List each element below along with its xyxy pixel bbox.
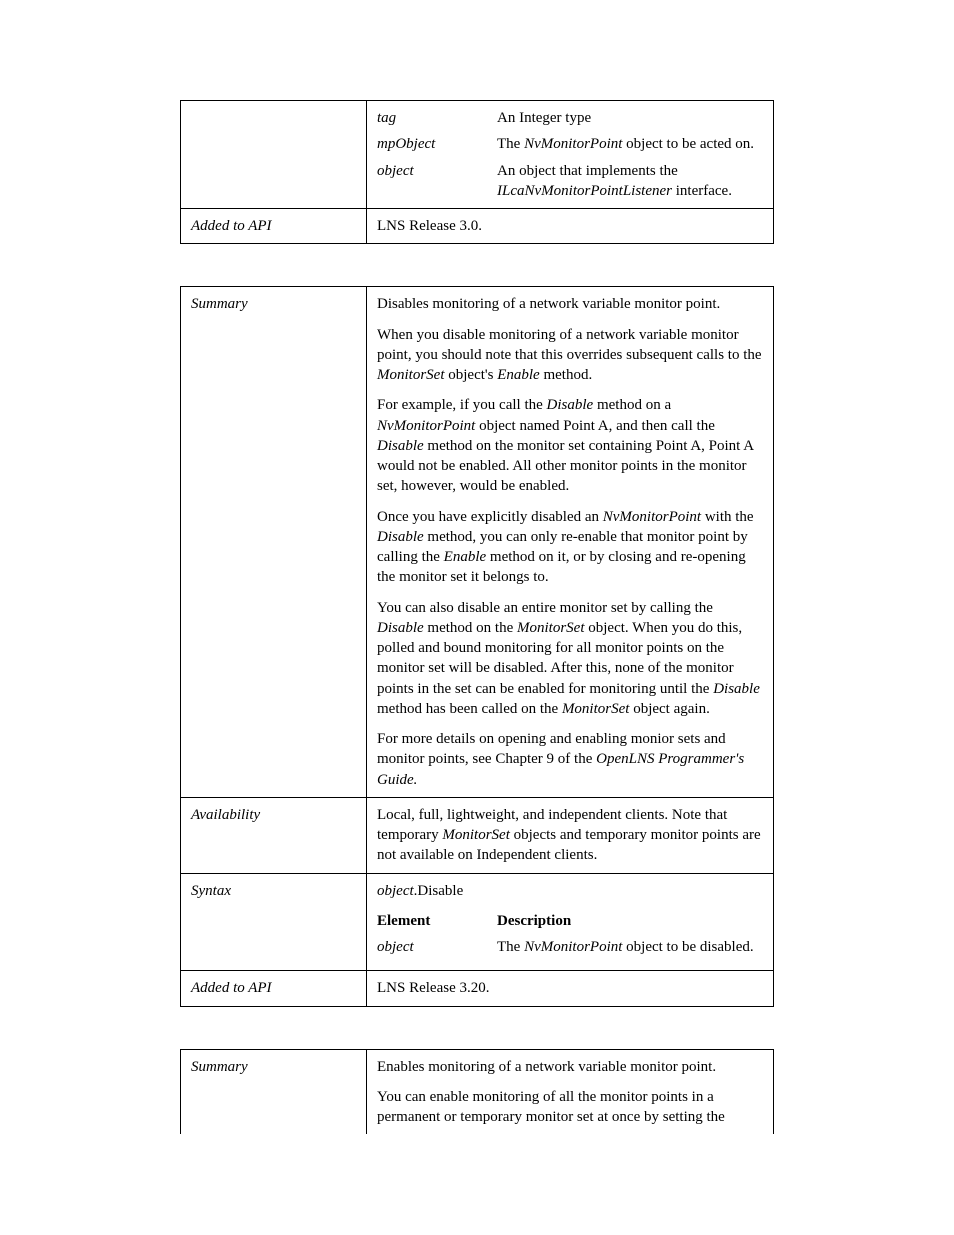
text-frag: object again. [629,701,709,717]
table2-added-value: LNS Release 3.20. [367,971,774,1006]
table1-row-added: Added to API LNS Release 3.0. [181,209,774,244]
table1-added-value: LNS Release 3.0. [367,209,774,244]
summary-p1: Disables monitoring of a network variabl… [377,294,763,314]
text-frag: Disable [377,529,424,545]
table3-summary-content: Enables monitoring of a network variable… [367,1049,774,1134]
param-mpobject-name: mpObject [377,134,497,154]
text-frag: Enable [444,549,487,565]
text-frag: method. [540,367,593,383]
text-frag: interface. [672,183,732,199]
text-frag: NvMonitorPoint [377,418,475,434]
text-frag: method on the [424,620,517,636]
api-table-3: Summary Enables monitoring of a network … [180,1049,774,1135]
text-frag: object's [445,367,498,383]
table2-row-syntax: Syntax object.Disable Element Descriptio… [181,873,774,971]
text-frag: When you disable monitoring of a network… [377,327,762,363]
table2-summary-content: Disables monitoring of a network variabl… [367,287,774,798]
text-frag: Disable [417,883,463,899]
param-object-desc: An object that implements the ILcaNvMoni… [497,161,763,202]
text-frag: NvMonitorPoint [524,939,622,955]
param-mpobject: mpObject The NvMonitorPoint object to be… [377,134,763,154]
table2-availability-content: Local, full, lightweight, and independen… [367,797,774,873]
api-table-1: tag An Integer type mpObject The NvMonit… [180,100,774,244]
table3-p2: You can enable monitoring of all the mon… [377,1087,763,1128]
text-frag: MonitorSet [377,367,445,383]
table3-summary-label: Summary [181,1049,367,1134]
syntax-param-object: object The NvMonitorPoint object to be d… [377,937,763,957]
table2-added-label: Added to API [181,971,367,1006]
table3-row-summary: Summary Enables monitoring of a network … [181,1049,774,1134]
text-frag: NvMonitorPoint [524,136,622,152]
text-frag: Disable [713,681,760,697]
table2-row-availability: Availability Local, full, lightweight, a… [181,797,774,873]
summary-p3: For example, if you call the Disable met… [377,395,763,496]
table2-row-added: Added to API LNS Release 3.20. [181,971,774,1006]
text-frag: The [497,136,524,152]
table1-row-params: tag An Integer type mpObject The NvMonit… [181,101,774,209]
text-frag: object named Point A, and then call the [475,418,715,434]
param-tag-desc: An Integer type [497,108,763,128]
syntax-param-name: object [377,937,497,957]
syntax-signature: object.Disable [377,881,763,901]
table3-p1: Enables monitoring of a network variable… [377,1057,763,1077]
param-object: object An object that implements the ILc… [377,161,763,202]
text-frag: with the [701,509,754,525]
table2-summary-label: Summary [181,287,367,798]
table1-row1-content: tag An Integer type mpObject The NvMonit… [367,101,774,209]
param-object-name: object [377,161,497,202]
text-frag: MonitorSet [562,701,630,717]
api-table-2: Summary Disables monitoring of a network… [180,286,774,1006]
table2-row-summary: Summary Disables monitoring of a network… [181,287,774,798]
text-frag: Disable [547,397,594,413]
table1-added-label: Added to API [181,209,367,244]
text-frag: object to be disabled. [622,939,753,955]
syntax-param-desc: The NvMonitorPoint object to be disabled… [497,937,763,957]
text-frag: object [377,883,414,899]
summary-p6: For more details on opening and enabling… [377,729,763,790]
text-frag: Disable [377,620,424,636]
text-frag: Enable [497,367,540,383]
text-frag: For example, if you call the [377,397,547,413]
text-frag: Disable [377,438,424,454]
text-frag: ILcaNvMonitorPointListener [497,183,672,199]
text-frag: The [497,939,524,955]
table2-syntax-content: object.Disable Element Description objec… [367,873,774,971]
summary-p4: Once you have explicitly disabled an NvM… [377,507,763,588]
summary-p5: You can also disable an entire monitor s… [377,598,763,720]
text-frag: method has been called on the [377,701,562,717]
table2-syntax-label: Syntax [181,873,367,971]
text-frag: method on the monitor set containing Poi… [377,438,753,495]
text-frag: object to be acted on. [622,136,754,152]
text-frag: method on a [593,397,671,413]
summary-p2: When you disable monitoring of a network… [377,325,763,386]
table1-row1-label [181,101,367,209]
text-frag: You can also disable an entire monitor s… [377,600,713,616]
text-frag: NvMonitorPoint [603,509,701,525]
param-mpobject-desc: The NvMonitorPoint object to be acted on… [497,134,763,154]
text-frag: An object that implements the [497,163,678,179]
text-frag: MonitorSet [517,620,585,636]
param-tag-name: tag [377,108,497,128]
syntax-header: Element Description [377,911,763,931]
table2-availability-label: Availability [181,797,367,873]
text-frag: MonitorSet [442,827,510,843]
param-tag: tag An Integer type [377,108,763,128]
text-frag: Once you have explicitly disabled an [377,509,603,525]
syntax-header-element: Element [377,911,497,931]
syntax-header-desc: Description [497,911,763,931]
